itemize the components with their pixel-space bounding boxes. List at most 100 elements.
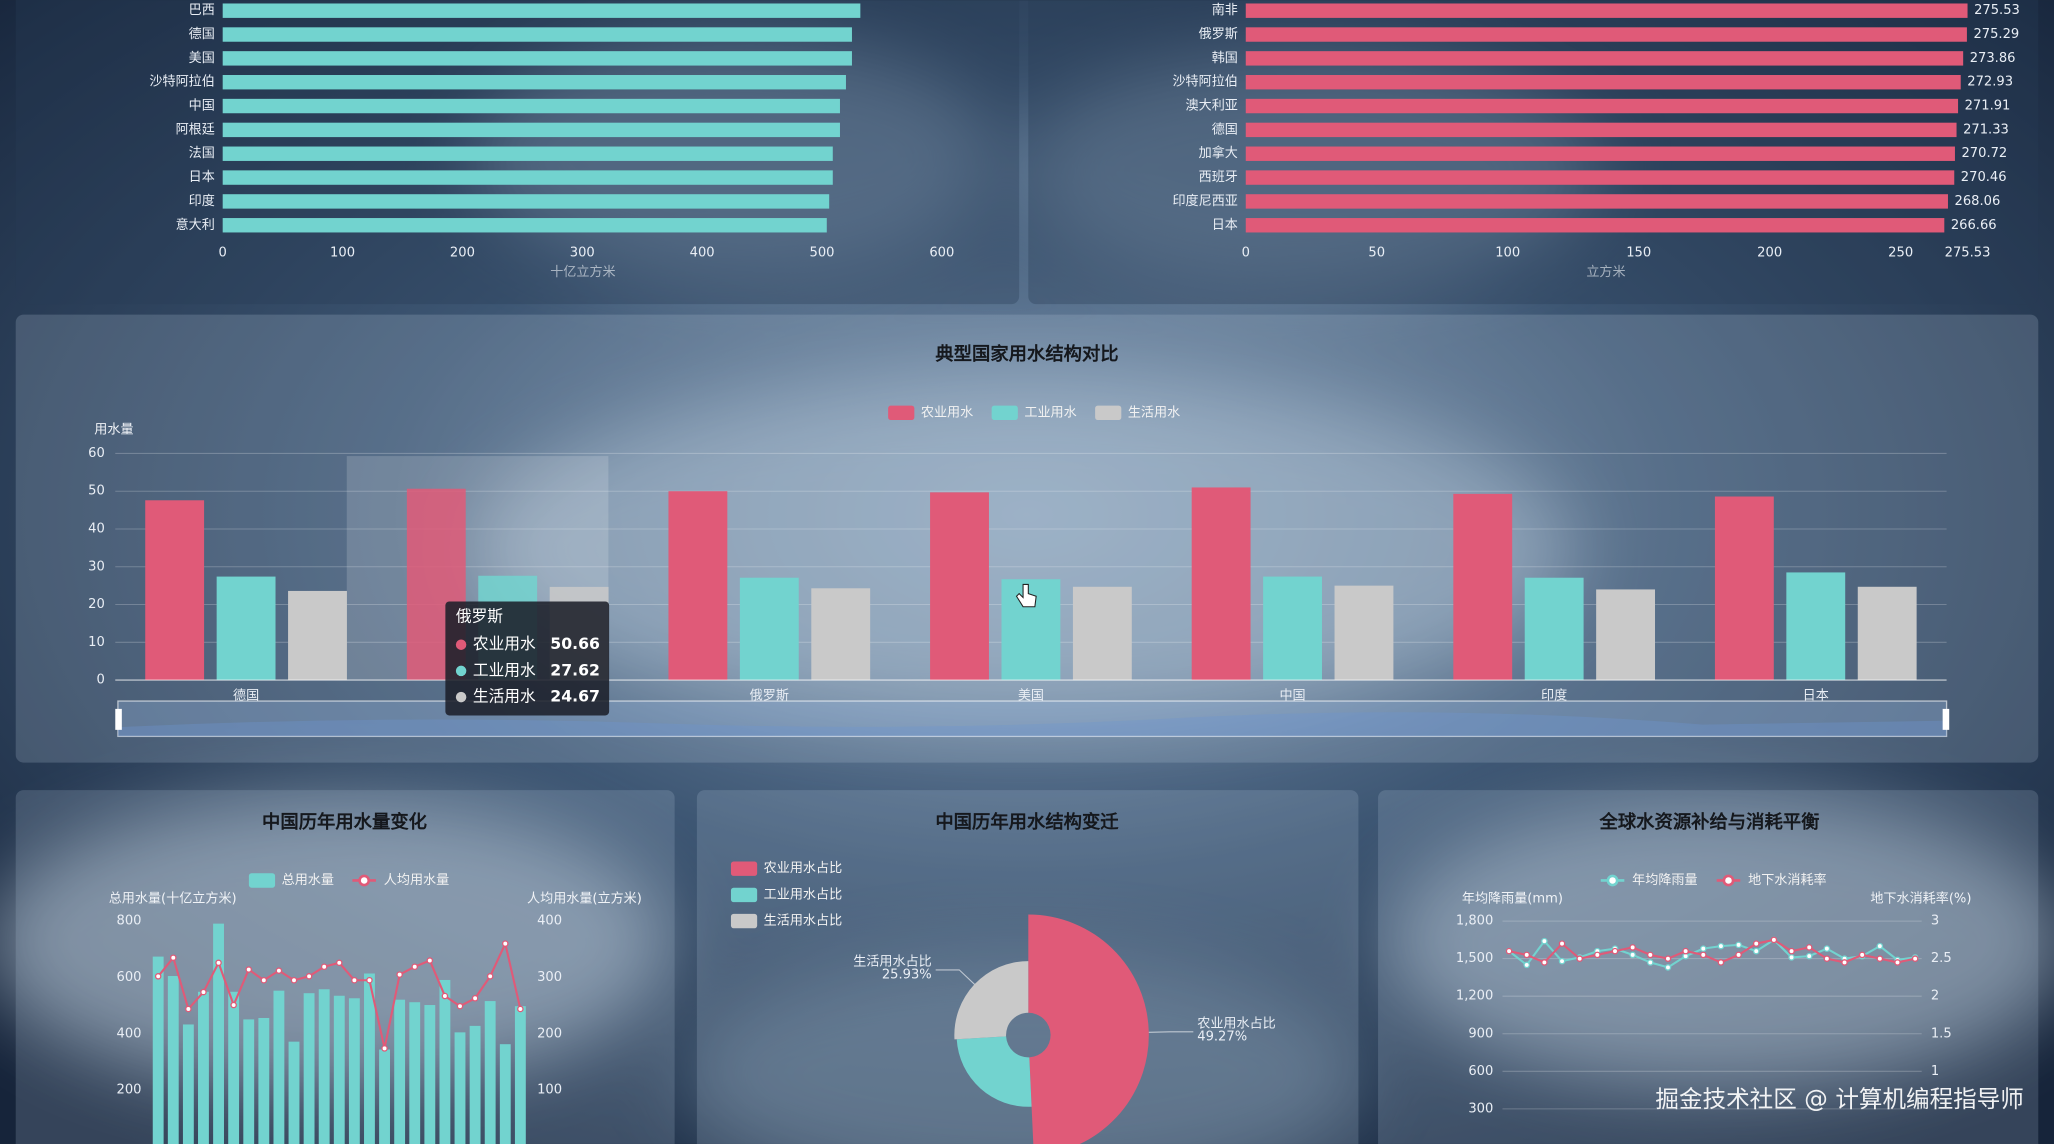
y-tick-label: 400 <box>117 1026 142 1041</box>
x-tick-label: 100 <box>1495 246 1520 261</box>
chart-title: 典型国家用水结构对比 <box>935 343 1118 365</box>
bar <box>1245 194 1948 209</box>
tooltip-marker <box>455 691 467 703</box>
y-axis-title: 总用水量(十亿立方米) <box>109 890 237 906</box>
bar <box>439 979 451 1144</box>
slice-value: 25.93% <box>882 968 932 983</box>
y-tick-label: 600 <box>1468 1064 1493 1079</box>
line-point <box>1752 947 1760 955</box>
bar <box>288 1041 300 1144</box>
bar <box>348 998 360 1144</box>
data-label: 273.86 <box>1970 51 2016 66</box>
line-point <box>1911 955 1919 962</box>
data-zoom-slider[interactable] <box>115 700 1950 738</box>
y-tick-label: 600 <box>117 970 142 985</box>
bar <box>1245 75 1961 90</box>
line-point <box>320 963 328 971</box>
chart-title: 中国历年用水结构变迁 <box>935 811 1119 833</box>
legend-label: 总用水量 <box>282 872 334 888</box>
y-tick-label: 0 <box>96 673 104 688</box>
bar <box>152 956 164 1144</box>
legend-swatch <box>248 873 276 888</box>
bar <box>288 590 347 681</box>
data-label: 270.46 <box>1961 170 2007 185</box>
line-point <box>1805 952 1813 960</box>
line-point <box>154 973 162 980</box>
y2-tick-label: 2 <box>1931 989 1939 1004</box>
x-tick-label: 中国 <box>1279 687 1305 703</box>
y-tick-label: 40 <box>88 521 105 536</box>
line-point <box>1576 955 1583 962</box>
line-point <box>456 1002 464 1010</box>
bar <box>1714 496 1774 681</box>
y-tick-label: 法国 <box>189 145 215 161</box>
line-point <box>215 959 222 967</box>
line-point <box>471 994 479 1002</box>
line-point <box>1664 964 1672 971</box>
y-tick-label: 德国 <box>1212 121 1238 137</box>
line-point <box>517 1005 524 1013</box>
x-tick-label: 100 <box>330 246 355 261</box>
slider-preview <box>117 712 1947 737</box>
legend-label: 工业用水占比 <box>764 886 842 902</box>
y2-tick-label: 200 <box>537 1026 562 1041</box>
line-point <box>1558 940 1566 947</box>
slider-handle[interactable] <box>1942 708 1950 730</box>
data-label: 272.93 <box>1967 75 2013 90</box>
bar <box>454 1032 466 1144</box>
legend-label: 地下水消耗率 <box>1748 871 1826 888</box>
bar <box>222 122 840 138</box>
bar <box>1191 487 1251 681</box>
slice-label: 农业用水占比 <box>1197 1015 1275 1031</box>
legend-swatch <box>1095 405 1122 421</box>
bar <box>1786 572 1846 681</box>
x-tick-label: 500 <box>810 246 835 261</box>
y-tick-label: 巴西 <box>189 3 215 18</box>
line-point <box>351 976 358 984</box>
chart-title: 全球水资源补给与消耗平衡 <box>1599 811 1820 833</box>
panel <box>1378 790 2039 1144</box>
line-point <box>381 1045 388 1052</box>
line-point <box>185 1005 192 1013</box>
pie-slice <box>1028 914 1149 1144</box>
line-point <box>260 976 268 984</box>
bar <box>668 491 728 681</box>
tooltip-title: 俄罗斯 <box>456 607 503 626</box>
bar <box>1245 218 1945 233</box>
line-point <box>1735 951 1742 959</box>
bar <box>222 170 833 185</box>
legend-swatch <box>1606 874 1619 887</box>
line-point <box>1876 955 1884 962</box>
slider-handle[interactable] <box>115 708 122 730</box>
bar <box>1245 170 1955 185</box>
bar <box>1245 122 1957 138</box>
data-label: 271.33 <box>1963 122 2009 137</box>
bar <box>1453 493 1513 681</box>
bar <box>409 1002 421 1144</box>
tooltip-value: 27.62 <box>550 660 600 679</box>
line-point <box>1805 944 1813 951</box>
bar <box>1072 586 1132 681</box>
y2-axis-title: 人均用水量(立方米) <box>527 890 642 906</box>
x-tick-label: 日本 <box>1803 687 1829 703</box>
bar <box>1263 576 1322 681</box>
bar <box>222 194 830 209</box>
line-point <box>1682 947 1689 955</box>
legend-swatch <box>1722 874 1735 887</box>
x-tick-label: 50 <box>1368 246 1385 261</box>
x-tick-label: 德国 <box>233 687 259 703</box>
line-point <box>1752 940 1760 947</box>
bar <box>145 500 205 681</box>
y-axis-title: 用水量 <box>94 421 133 437</box>
label-line <box>935 969 975 985</box>
y2-tick-label: 3 <box>1931 914 1939 929</box>
y-tick-label: 印度尼西亚 <box>1172 193 1237 209</box>
y-tick-label: 30 <box>88 559 105 574</box>
x-tick-label: 400 <box>690 246 715 261</box>
data-label: 275.53 <box>1974 3 2020 18</box>
bar <box>424 1005 436 1144</box>
line-point <box>1788 954 1795 961</box>
legend-swatch <box>358 874 371 887</box>
legend-swatch <box>730 913 758 929</box>
line-point <box>1700 945 1707 952</box>
